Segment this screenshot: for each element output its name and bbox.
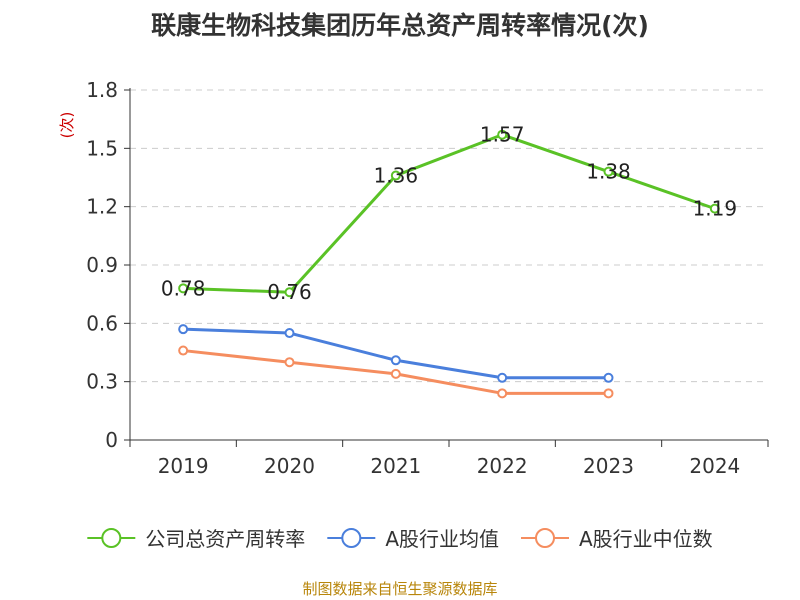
data-label: 1.57 [480,123,525,147]
series-line-0 [183,133,716,294]
data-label: 1.36 [374,164,419,188]
data-point [284,287,295,298]
data-point [497,372,508,383]
x-tick-label: 2021 [370,454,421,478]
data-label: 1.38 [586,160,631,184]
x-tick-label: 2023 [583,454,634,478]
legend-marker-icon [341,528,362,548]
data-point [497,129,508,140]
data-point [178,324,189,335]
y-tick-label: 1.2 [86,195,118,219]
legend-item[interactable]: A股行业均值 [327,527,499,551]
data-label: 1.19 [693,197,738,221]
legend-label: A股行业中位数 [579,527,713,551]
source-note: 制图数据来自恒生聚源数据库 [302,580,498,598]
legend-item[interactable]: A股行业中位数 [521,527,713,551]
data-label: 0.76 [267,280,312,304]
data-point [178,283,189,294]
y-tick-label: 1.5 [86,136,118,160]
data-point [390,170,401,181]
legend-label: A股行业均值 [385,527,499,551]
data-point [603,388,614,399]
x-tick-label: 2024 [689,454,740,478]
y-tick-label: 0 [105,428,118,452]
data-point [603,372,614,383]
x-tick-label: 2019 [158,454,209,478]
legend-label: 公司总资产周转率 [145,527,305,551]
y-tick-label: 0.3 [86,370,118,394]
y-tick-label: 0.6 [86,311,118,335]
legend-item[interactable]: 公司总资产周转率 [87,527,305,551]
chart-title: 联康生物科技集团历年总资产周转率情况(次) [151,11,649,40]
legend-marker-icon [535,528,555,548]
data-point [284,328,295,339]
data-point [390,355,401,366]
y-tick-label: 1.8 [86,78,118,102]
data-point [390,368,401,379]
x-tick-label: 2022 [477,454,528,478]
y-axis-label: (次) [58,112,76,139]
x-tick-label: 2020 [264,454,315,478]
data-label: 0.78 [161,276,206,300]
data-point [603,166,614,177]
y-tick-label: 0.9 [86,253,118,277]
data-point [497,388,508,399]
legend-marker-icon [101,528,122,548]
data-point [284,357,295,368]
data-point [709,203,720,214]
data-point [178,345,189,356]
